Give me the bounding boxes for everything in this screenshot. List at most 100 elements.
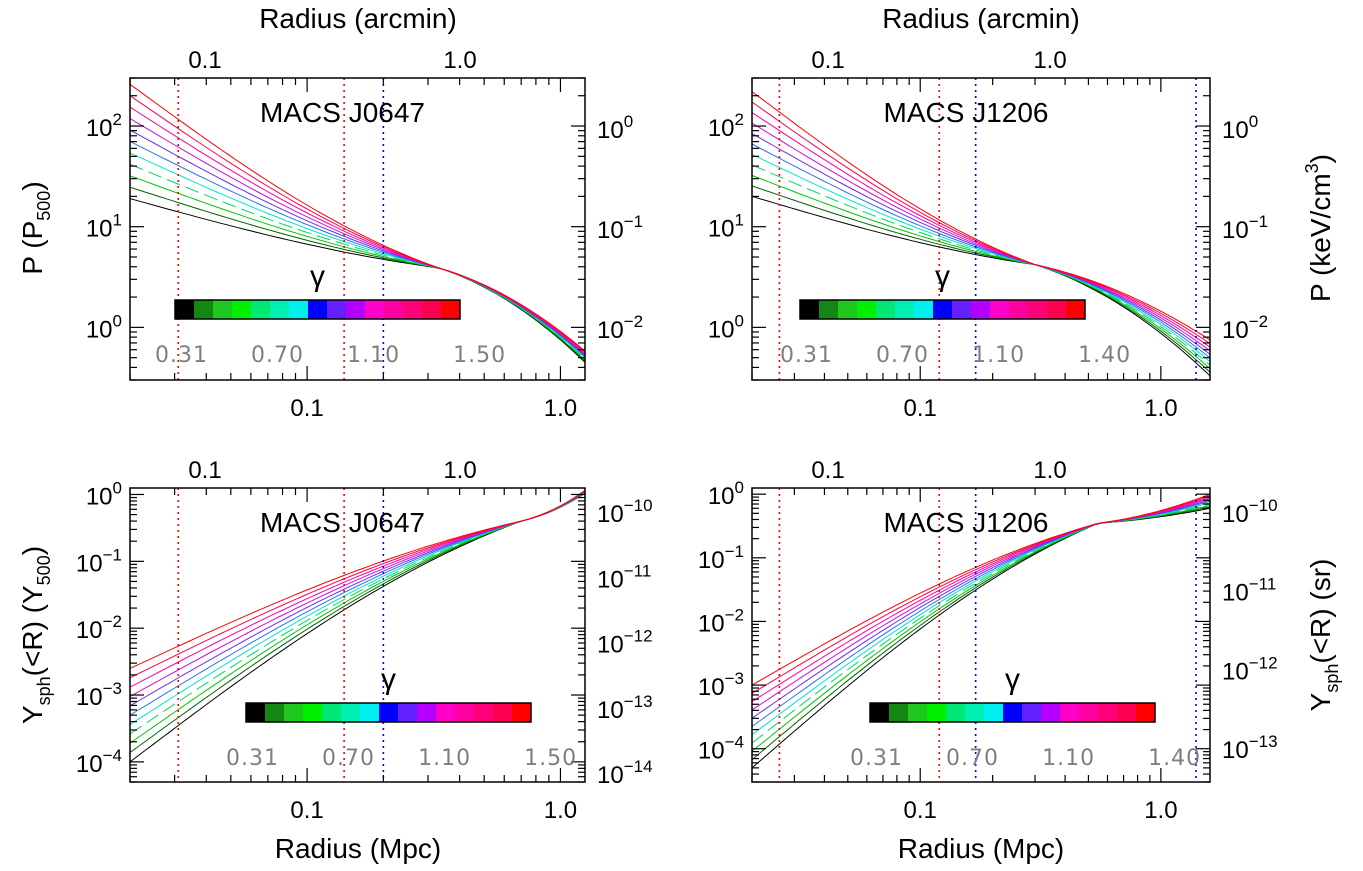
- gamma-curve: [752, 91, 1210, 341]
- colorbar-swatch: [971, 300, 991, 319]
- y-left-tick-label: 10−4: [76, 746, 122, 778]
- colorbar-swatch: [346, 300, 366, 319]
- y-right-tick-label: 100: [597, 112, 633, 144]
- gamma-curve: [752, 185, 1210, 373]
- colorbar-swatch: [1047, 300, 1067, 319]
- y-right-tick-label: 10−13: [597, 692, 653, 724]
- y-right-tick-label: 10−2: [597, 312, 643, 344]
- colorbar-swatch: [493, 703, 513, 722]
- y-left-tick-label: 10−4: [698, 733, 744, 765]
- panel-4: 0.1 1.0 0.1 1.0 10−4 10−3 10−2 10−1 100 10−13 10−1…: [698, 457, 1278, 824]
- colorbar-label: 0.70: [946, 746, 999, 771]
- gamma-curve: [752, 101, 1210, 344]
- colorbar-swatch: [422, 300, 442, 319]
- x-top-tick-label: 0.1: [811, 457, 844, 484]
- colorbar-swatch: [270, 300, 290, 319]
- colorbar-swatch: [927, 703, 947, 722]
- y-left-tick-label: 10−2: [698, 605, 744, 637]
- gamma-curve: [752, 143, 1210, 359]
- panel-title: MACS J1206: [884, 507, 1049, 538]
- top-axis-title-right: Radius (arcmin): [882, 3, 1080, 34]
- x-bottom-tick-label: 0.1: [904, 395, 937, 422]
- colorbar-label: 1.10: [1042, 746, 1095, 771]
- colorbar-swatch: [365, 300, 385, 319]
- bottom-axis-title-left: Radius (Mpc): [275, 833, 441, 864]
- colorbar-swatch: [965, 703, 985, 722]
- y-right-tick-label: 10−13: [1222, 732, 1278, 764]
- colorbar-swatch: [441, 300, 461, 319]
- gamma-symbol: γ: [935, 260, 950, 293]
- gamma-curve: [752, 133, 1210, 355]
- colorbar-swatch: [175, 300, 195, 319]
- colorbar-swatch: [327, 300, 347, 319]
- gamma-curve: [130, 175, 585, 361]
- gamma-curve: [752, 122, 1210, 352]
- x-bottom-tick-label: 1.0: [1144, 395, 1177, 422]
- x-top-tick-label: 1.0: [443, 457, 476, 484]
- y-left-tick-label: 102: [708, 110, 744, 142]
- colorbar-swatch: [984, 703, 1004, 722]
- colorbar-swatch: [436, 703, 456, 722]
- colorbar-swatch: [819, 300, 839, 319]
- colorbar-frame: [245, 702, 532, 723]
- colorbar-swatch: [990, 300, 1010, 319]
- gamma-curve: [752, 154, 1210, 362]
- colorbar-swatch: [889, 703, 909, 722]
- y-right-tick-label: 10−2: [1222, 312, 1268, 344]
- y-right-tick-label: 10−12: [1222, 653, 1278, 685]
- colorbar-swatch: [1060, 703, 1080, 722]
- colorbar-swatch: [246, 703, 266, 722]
- colorbar-label: 1.10: [418, 746, 471, 771]
- colorbar-swatch: [265, 703, 285, 722]
- curve-group: [752, 91, 1210, 377]
- x-bottom-tick-label: 0.1: [290, 395, 323, 422]
- colorbar-label: 1.10: [347, 343, 400, 368]
- colorbar-frame: [869, 702, 1156, 723]
- gamma-symbol: γ: [381, 663, 396, 696]
- colorbar-swatch: [1136, 703, 1156, 722]
- colorbar-label: 0.31: [850, 746, 903, 771]
- colorbar-swatch: [360, 703, 380, 722]
- gamma-curve: [130, 83, 585, 352]
- colorbar-swatch: [914, 300, 934, 319]
- panel-title: MACS J0647: [260, 507, 425, 538]
- colorbar-label: 0.70: [251, 343, 304, 368]
- colorbar-swatch: [455, 703, 475, 722]
- colorbar-label: 0.70: [876, 343, 929, 368]
- gamma-curve: [752, 493, 1210, 686]
- gamma-curve: [752, 164, 1210, 366]
- colorbar-label: 1.50: [524, 746, 577, 771]
- colorbar-swatch: [876, 300, 896, 319]
- gamma-curve: [130, 129, 585, 356]
- colorbar-swatch: [933, 300, 953, 319]
- panel-1: 0.1 1.0 0.1 1.0 100 101 102 10−2 10−1 100 MACS J06…: [86, 47, 643, 422]
- colorbar-swatch: [213, 300, 233, 319]
- y-right-tick-label: 100: [1222, 112, 1258, 144]
- colorbar-swatch: [341, 703, 361, 722]
- gamma-curve: [752, 174, 1210, 370]
- colorbar-swatch: [1009, 300, 1029, 319]
- colorbar-swatch: [194, 300, 214, 319]
- bottom-axis-title-right: Radius (Mpc): [898, 833, 1064, 864]
- pressure-left-axis-title: P (P500): [17, 181, 54, 274]
- colorbar-swatch: [1003, 703, 1023, 722]
- y-left-tick-label: 102: [86, 110, 122, 142]
- colorbar-swatch: [1066, 300, 1086, 319]
- gamma-symbol: γ: [1005, 663, 1020, 696]
- colorbar-label: 1.50: [453, 343, 506, 368]
- gamma-curve: [752, 507, 1210, 769]
- y-left-tick-label: 10−3: [76, 679, 122, 711]
- colorbar-label: 0.70: [322, 746, 375, 771]
- y-right-tick-label: 10−10: [597, 496, 653, 528]
- colorbar-swatch: [308, 300, 328, 319]
- y-left-tick-label: 10−1: [698, 542, 744, 574]
- gamma-curve: [752, 112, 1210, 348]
- gamma-curve: [130, 491, 585, 735]
- y-left-tick-label: 10−2: [76, 612, 122, 644]
- colorbar-swatch: [908, 703, 928, 722]
- x-top-tick-label: 0.1: [188, 47, 221, 74]
- y-left-tick-label: 10−3: [698, 669, 744, 701]
- curve-group: [130, 83, 585, 363]
- y-left-tick-label: 100: [86, 478, 122, 510]
- x-top-tick-label: 1.0: [1033, 457, 1066, 484]
